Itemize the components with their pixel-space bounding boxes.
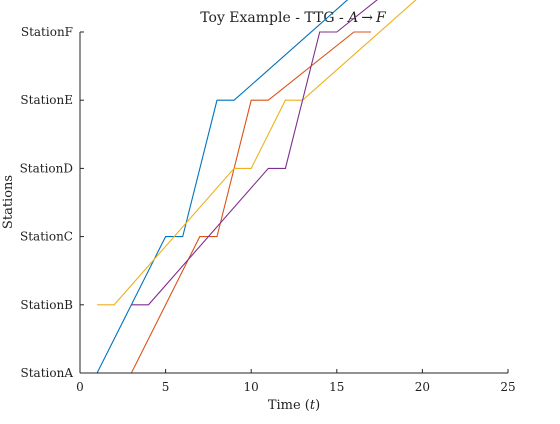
y-axis-title: Stations — [1, 175, 16, 229]
y-tick-label: StationD — [20, 161, 73, 175]
x-ticks: 0 5 10 15 20 25 — [76, 369, 516, 394]
x-tick-label: 10 — [244, 380, 259, 394]
series-layer — [80, 0, 417, 374]
y-tick-label: StationB — [20, 298, 73, 312]
chart-title: Toy Example - TTG - A → F — [200, 10, 387, 26]
x-tick-label: 5 — [162, 380, 170, 394]
x-tick-label: 0 — [76, 380, 84, 394]
x-tick-label: 15 — [329, 380, 344, 394]
y-tick-label: StationF — [21, 25, 73, 39]
series-line-4 — [131, 0, 378, 306]
y-tick-label: StationA — [21, 366, 74, 380]
x-axis-title: Time (t) — [268, 398, 320, 413]
series-line-2 — [114, 31, 371, 374]
axes — [79, 32, 508, 374]
series-line-1 — [80, 0, 349, 374]
x-tick-label: 20 — [415, 380, 430, 394]
x-tick-label: 25 — [500, 380, 515, 394]
y-ticks: StationA StationB StationC StationD StationE… — [20, 25, 84, 380]
y-tick-label: StationE — [20, 93, 73, 107]
y-tick-label: StationC — [20, 230, 73, 244]
series-line-3 — [97, 0, 417, 306]
